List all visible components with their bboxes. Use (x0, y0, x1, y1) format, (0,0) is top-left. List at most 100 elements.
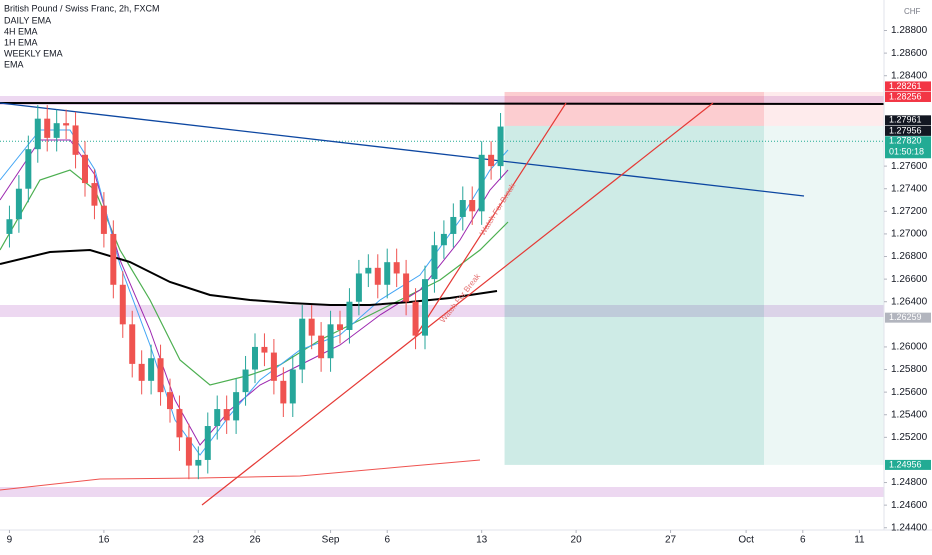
candle-body (365, 267, 372, 274)
x-tick-label: 23 (193, 535, 205, 546)
price-badge (885, 125, 931, 136)
candle-body (384, 262, 391, 285)
y-tick-label: 1.24600 (891, 500, 928, 511)
x-tick-label: 16 (98, 535, 110, 546)
candle-body (412, 301, 419, 336)
candle-body (299, 318, 306, 370)
y-tick-label: 1.26600 (891, 274, 928, 285)
y-tick-label: 1.27200 (891, 206, 928, 217)
candle-body (318, 335, 325, 359)
price-badge-label: 1.27961 (889, 115, 922, 125)
candle-body (355, 273, 362, 302)
legend-entry: EMA (4, 59, 24, 69)
candle-body (167, 392, 173, 410)
candle-body (185, 437, 192, 466)
candle-body (374, 267, 381, 285)
y-tick-label: 1.25200 (891, 432, 928, 443)
candle-body (289, 369, 296, 404)
x-tick-label: Sep (322, 535, 340, 546)
candle-body (497, 126, 504, 167)
legend-entry: 1H EMA (4, 37, 38, 47)
price-badge-label: 1.28261 (889, 81, 922, 91)
price-badge-label: 1.26259 (889, 312, 922, 322)
candle-body (204, 426, 211, 460)
y-tick-label: 1.25400 (891, 409, 928, 420)
trend-line (0, 102, 805, 197)
candle-body (82, 154, 88, 184)
price-badge (885, 312, 931, 323)
y-tick-label: 1.28800 (891, 25, 928, 36)
candle-body (346, 301, 353, 330)
stop-zone (504, 91, 764, 126)
price-badge (885, 81, 931, 92)
candle-body (459, 200, 466, 217)
y-tick-label: 1.28600 (891, 48, 928, 59)
candles (6, 105, 504, 480)
candle-body (63, 123, 70, 126)
candle-body (478, 154, 485, 212)
y-tick-label: 1.26800 (891, 251, 928, 262)
candle-body (308, 318, 315, 336)
candle-body (488, 154, 495, 167)
candle-body (91, 183, 98, 206)
x-tick-label: 26 (249, 535, 261, 546)
price-badge (885, 91, 931, 102)
candle-body (431, 245, 438, 280)
candle-body (223, 409, 230, 421)
candle-body (25, 149, 32, 189)
candle-body (422, 279, 428, 336)
candle-body (148, 358, 155, 381)
candle-body (214, 409, 221, 427)
candle-body (233, 392, 240, 421)
y-tick-label: 1.25800 (891, 364, 928, 375)
price-badge-label: 1.27820 (889, 136, 922, 146)
candle-body (119, 284, 126, 325)
axes: 1.28800 1.28600 1.28400 1.27600 1.27400 1.272… (7, 25, 931, 546)
x-tick-label: 27 (665, 535, 677, 546)
candle-body (252, 346, 258, 370)
candle-body (53, 123, 60, 138)
candle-body (195, 459, 202, 466)
legend-entry: 4H EMA (4, 26, 38, 36)
target-zone (504, 125, 764, 465)
candle-body (242, 369, 249, 393)
stop-zone-ext (764, 91, 884, 126)
candle-body (327, 324, 334, 359)
candle-body (280, 380, 287, 404)
legend-entry: DAILY EMA (4, 15, 51, 25)
candle-body (440, 233, 447, 246)
y-tick-label: 1.27000 (891, 229, 928, 240)
trend-lines (0, 102, 885, 506)
position-tool (0, 91, 884, 465)
y-tick-label: 1.25600 (891, 387, 928, 398)
candle-body (176, 409, 183, 438)
low-zone (0, 487, 884, 497)
candle-body (34, 118, 41, 150)
y-tick-label: 1.24400 (891, 522, 928, 533)
countdown: 01:50:18 (889, 147, 924, 157)
candle-body (469, 200, 476, 212)
y-tick-label: 1.27600 (891, 161, 928, 172)
horizontal-line (0, 102, 885, 105)
zones (0, 96, 884, 497)
candle-body (393, 262, 400, 274)
trend-line (201, 102, 714, 506)
support-zone (0, 305, 884, 317)
candle-body (450, 216, 457, 234)
candle-body (100, 205, 107, 234)
price-badge-label: 1.27956 (889, 125, 922, 135)
x-tick-label: 6 (384, 535, 390, 546)
x-tick-label: 11 (854, 535, 865, 546)
candle-body (72, 125, 79, 155)
y-tick-label: 1.24800 (891, 477, 928, 488)
candle-body (110, 233, 117, 285)
candle-body (44, 118, 51, 138)
y-tick-label: 1.26400 (891, 296, 928, 307)
chart-title: British Pound / Swiss Franc, 2h, FXCM (4, 3, 160, 13)
x-tick-label: 9 (7, 535, 13, 546)
candle-body (157, 358, 164, 393)
ema-red (0, 459, 481, 491)
x-tick-label: 6 (800, 535, 806, 546)
price-badge-label: 1.28256 (889, 91, 922, 101)
